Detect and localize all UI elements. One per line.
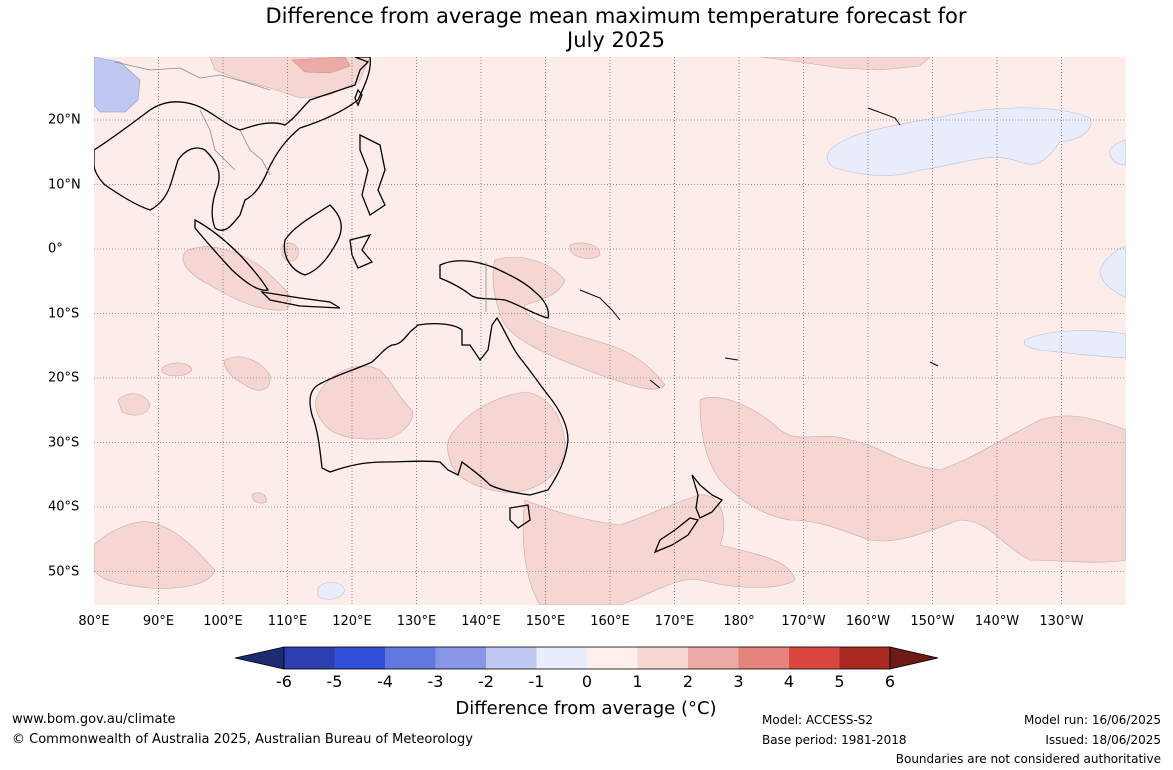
cool-region-south-indian xyxy=(317,581,346,600)
colorbar-frame xyxy=(283,646,891,670)
latitude-tick-label: 10°S xyxy=(48,306,80,321)
colorbar-swatch xyxy=(789,647,840,669)
colorbar-swatch xyxy=(334,647,385,669)
borneo-coastline xyxy=(283,204,342,276)
longitude-tick-label: 180° xyxy=(723,614,755,629)
colorbar-tick-label: -2 xyxy=(478,672,494,691)
coastlines xyxy=(94,57,724,554)
colorbar-swatch xyxy=(637,647,688,669)
taiwan-coastline xyxy=(354,88,363,107)
cool-region-north-pacific xyxy=(826,107,1092,176)
colorbar-tick-label: 3 xyxy=(733,672,744,691)
copyright-notice: © Commonwealth of Australia 2025, Austra… xyxy=(12,732,473,747)
anomaly-region-indian-small-3 xyxy=(161,362,193,377)
colorbar-swatch xyxy=(688,647,739,669)
latitude-tick-label: 20°S xyxy=(48,370,80,386)
colorbar-swatch xyxy=(385,647,436,669)
cool-region-india xyxy=(94,57,141,113)
longitude-tick-label: 140°W xyxy=(974,614,1020,629)
longitude-tick-label: 130°E xyxy=(396,614,437,629)
colorbar-arrow-high xyxy=(889,646,939,670)
base-period: Base period: 1981-2018 xyxy=(762,733,907,747)
colorbar-tick-label: -1 xyxy=(528,672,545,691)
colorbar-tick-label: -5 xyxy=(326,672,343,691)
latitude-tick-label: 0° xyxy=(48,241,63,257)
latitude-tick-label: 40°S xyxy=(48,499,80,515)
longitude-tick-label: 140°E xyxy=(461,614,501,629)
anomaly-region-southwest-pacific xyxy=(699,397,1126,563)
longitude-tick-label: 150°W xyxy=(910,614,955,629)
anomaly-region-north-pacific xyxy=(759,57,931,71)
colorbar-tick-label: 2 xyxy=(682,672,694,691)
anomaly-region-png-coral-sea xyxy=(492,256,666,390)
anomaly-region-solomon xyxy=(569,242,601,259)
colorbar-swatch xyxy=(738,647,789,669)
sumatra-coastline xyxy=(194,218,270,291)
colorbar-title: Difference from average (°C) xyxy=(455,698,717,719)
cool-region-east-pacific-1 xyxy=(1109,139,1126,166)
southeast-asia-coastline xyxy=(94,57,371,231)
map-title: Difference from average mean maximum tem… xyxy=(0,4,1173,52)
longitude-tick-label: 110°E xyxy=(267,614,308,629)
latitude-tick-label: 10°N xyxy=(48,177,81,192)
colorbar-swatch xyxy=(284,647,335,669)
model-name: Model: ACCESS-S2 xyxy=(762,713,874,727)
colorbar-swatch xyxy=(486,647,537,669)
colorbar-swatch xyxy=(435,647,486,669)
colorbar-swatch xyxy=(587,647,638,669)
tasmania-coastline xyxy=(509,504,531,529)
latitude-tick-label: 50°S xyxy=(48,564,80,579)
latitude-tick-label: 30°S xyxy=(48,435,80,450)
anomaly-region-indian-small-2 xyxy=(224,356,271,391)
country-borders xyxy=(114,61,487,312)
title-line-1: Difference from average mean maximum tem… xyxy=(265,4,967,28)
anomaly-region-indian-small-1 xyxy=(117,393,151,416)
longitude-tick-label: 150°E xyxy=(525,614,566,629)
colorbar-tick-label: 5 xyxy=(834,672,845,691)
longitude-tick-label: 100°E xyxy=(203,614,243,629)
colorbar-tick-label: 1 xyxy=(632,672,643,691)
anomaly-region-west-australia xyxy=(315,365,413,440)
longitude-tick-label: 130°W xyxy=(1039,614,1084,629)
colorbar-swatch xyxy=(536,647,587,669)
latitude-tick-label: 20°N xyxy=(48,112,81,128)
colorbar-tick-label: 6 xyxy=(884,672,896,691)
anomaly-region-central-australia xyxy=(447,391,566,494)
longitude-tick-label: 170°W xyxy=(781,614,826,629)
longitude-tick-label: 160°E xyxy=(590,614,630,629)
colorbar-tick-label: -4 xyxy=(377,672,393,691)
south-island-nz-coastline xyxy=(653,517,700,554)
north-island-nz-coastline xyxy=(691,474,724,519)
graticule xyxy=(94,57,1126,605)
website-url: www.bom.gov.au/climate xyxy=(12,712,176,727)
longitude-tick-label: 160°W xyxy=(845,614,891,629)
colorbar-swatch xyxy=(839,647,890,669)
colorbar-tick-label: 4 xyxy=(783,672,795,691)
boundaries-disclaimer: Boundaries are not considered authoritat… xyxy=(895,752,1161,766)
longitude-tick-label: 90°E xyxy=(142,614,175,629)
colorbar-tick-label: 0 xyxy=(581,672,593,691)
philippines-coastline xyxy=(359,133,386,216)
anomaly-region-indian-small-4 xyxy=(251,492,267,504)
cool-region-east-pacific-3 xyxy=(1023,330,1126,359)
anomaly-region-north-china-strong xyxy=(291,57,351,74)
title-line-2: July 2025 xyxy=(567,28,665,52)
longitude-tick-label: 120°E xyxy=(332,614,372,629)
pacific-islands xyxy=(579,107,939,389)
colorbar-tick-label: -3 xyxy=(427,672,444,691)
model-run-date: Model run: 16/06/2025 xyxy=(1023,713,1161,727)
issued-date: Issued: 18/06/2025 xyxy=(1045,733,1161,747)
cool-region-east-pacific-2 xyxy=(1099,245,1126,299)
new-guinea-coastline xyxy=(439,260,550,319)
colorbar-arrow-low xyxy=(234,646,285,670)
longitude-tick-label: 80°E xyxy=(78,614,110,629)
longitude-tick-label: 170°E xyxy=(654,614,695,629)
colorbar-tick-label: -6 xyxy=(276,672,292,691)
java-coastline xyxy=(260,291,341,309)
colorbar xyxy=(234,646,939,670)
australia-coastline xyxy=(309,316,569,496)
